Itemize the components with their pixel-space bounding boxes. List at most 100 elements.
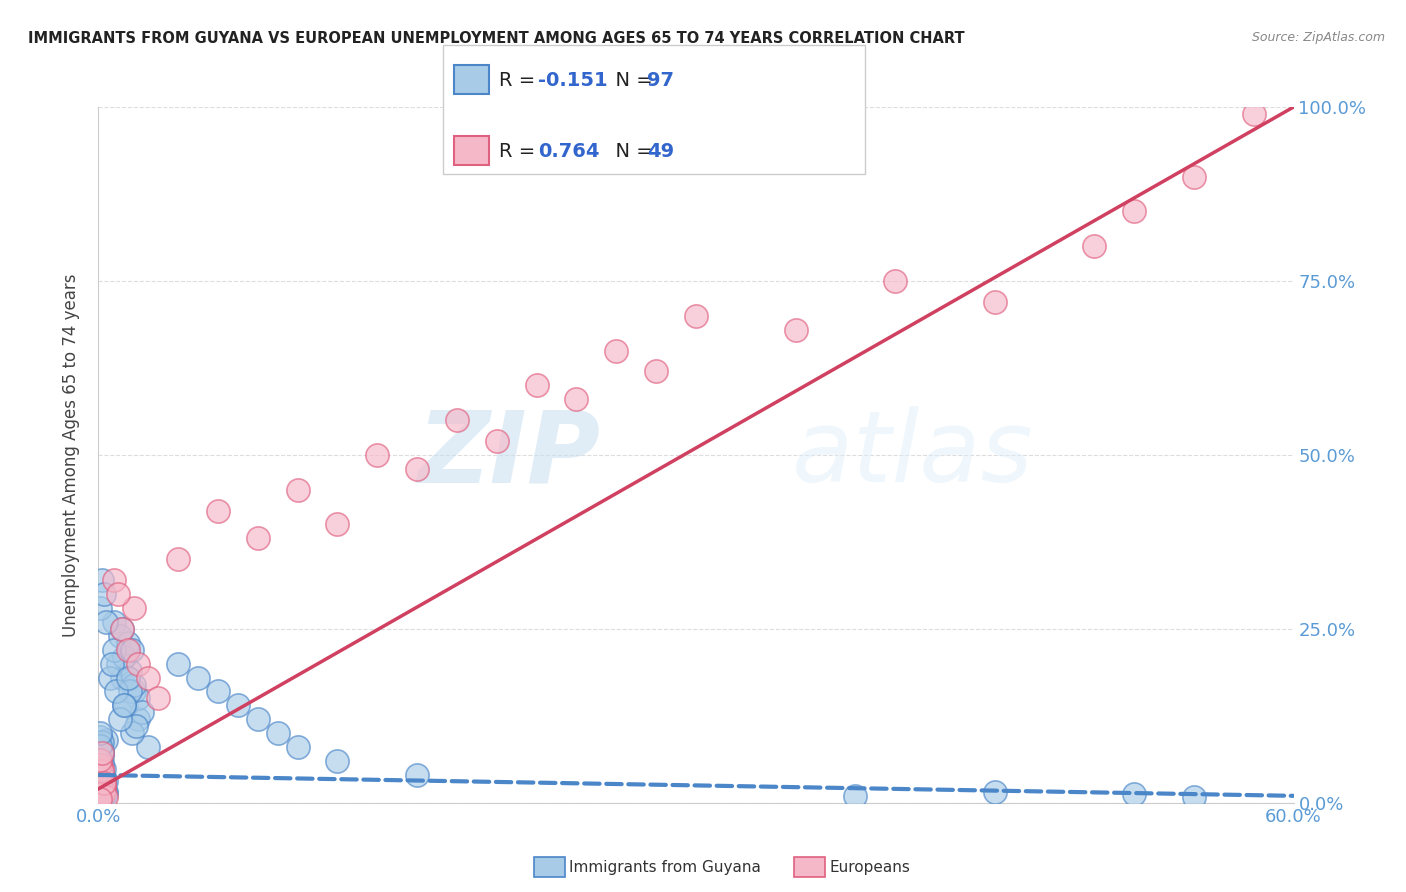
Point [117, 636, 139, 650]
Point [96, 785, 118, 799]
Point [121, 726, 143, 740]
Point [89, 753, 111, 767]
Point [93, 778, 115, 793]
Point [1123, 788, 1146, 802]
Text: IMMIGRANTS FROM GUYANA VS EUROPEAN UNEMPLOYMENT AMONG AGES 65 TO 74 YEARS CORREL: IMMIGRANTS FROM GUYANA VS EUROPEAN UNEMP… [28, 31, 965, 46]
Point [93, 780, 115, 795]
Point [103, 642, 125, 657]
Text: R =: R = [499, 142, 541, 161]
Point [91, 573, 114, 587]
Point [91, 775, 114, 789]
Point [101, 657, 124, 671]
Point [91, 769, 114, 783]
Point [89, 778, 111, 793]
Point [89, 730, 111, 744]
Point [93, 786, 115, 800]
Point [207, 684, 229, 698]
Point [117, 642, 139, 657]
Point [127, 657, 149, 671]
Point [111, 622, 134, 636]
Point [1182, 169, 1205, 184]
Point [89, 776, 111, 790]
Point [127, 691, 149, 706]
Point [93, 772, 115, 786]
Point [89, 726, 111, 740]
Point [91, 764, 114, 779]
Point [89, 781, 111, 796]
Point [93, 773, 115, 788]
Text: R =: R = [499, 70, 541, 90]
Point [117, 671, 139, 685]
Point [112, 698, 135, 713]
Point [287, 483, 309, 497]
Point [91, 772, 114, 786]
Text: ZIP: ZIP [418, 407, 600, 503]
Point [93, 775, 115, 789]
Text: N =: N = [603, 142, 659, 161]
Point [89, 737, 111, 751]
Point [91, 769, 114, 783]
Point [645, 364, 668, 378]
Point [96, 790, 118, 805]
Point [91, 783, 114, 797]
Point [89, 757, 111, 772]
Point [112, 698, 135, 713]
Text: 0.764: 0.764 [538, 142, 600, 161]
Point [93, 785, 115, 799]
Point [96, 733, 118, 747]
Point [884, 274, 907, 288]
Point [91, 782, 114, 797]
Point [131, 706, 153, 720]
Point [526, 378, 548, 392]
Point [287, 740, 309, 755]
Point [89, 766, 111, 780]
Text: atlas: atlas [792, 407, 1033, 503]
Text: Europeans: Europeans [830, 860, 911, 874]
Point [96, 788, 118, 802]
Text: N =: N = [603, 70, 659, 90]
Point [96, 773, 118, 788]
Point [844, 789, 866, 803]
Point [89, 791, 111, 805]
Point [93, 780, 115, 795]
Point [107, 657, 129, 671]
Point [93, 785, 115, 799]
Point [136, 740, 159, 755]
Point [91, 788, 114, 802]
Point [187, 671, 209, 685]
Point [267, 726, 290, 740]
Point [103, 573, 125, 587]
Point [89, 601, 111, 615]
Point [121, 642, 143, 657]
Text: Immigrants from Guyana: Immigrants from Guyana [569, 860, 761, 874]
Point [91, 759, 114, 773]
Point [1123, 204, 1146, 219]
Point [103, 615, 125, 629]
Point [91, 746, 114, 760]
Point [89, 789, 111, 803]
Y-axis label: Unemployment Among Ages 65 to 74 years: Unemployment Among Ages 65 to 74 years [62, 273, 80, 637]
Point [91, 768, 114, 782]
Point [91, 790, 114, 805]
Point [685, 309, 707, 323]
Point [485, 434, 508, 448]
Point [89, 792, 111, 806]
Point [110, 712, 132, 726]
Point [446, 413, 468, 427]
Point [111, 622, 134, 636]
Point [115, 698, 138, 713]
Point [89, 772, 111, 786]
Point [91, 756, 114, 770]
Point [91, 748, 114, 763]
Point [124, 684, 146, 698]
Point [91, 779, 114, 793]
Point [93, 776, 115, 790]
Point [120, 684, 142, 698]
Point [1182, 790, 1205, 805]
Point [91, 763, 114, 777]
Point [605, 343, 627, 358]
Text: -0.151: -0.151 [538, 70, 609, 90]
Point [984, 294, 1007, 309]
Point [136, 671, 159, 685]
Point [148, 691, 170, 706]
